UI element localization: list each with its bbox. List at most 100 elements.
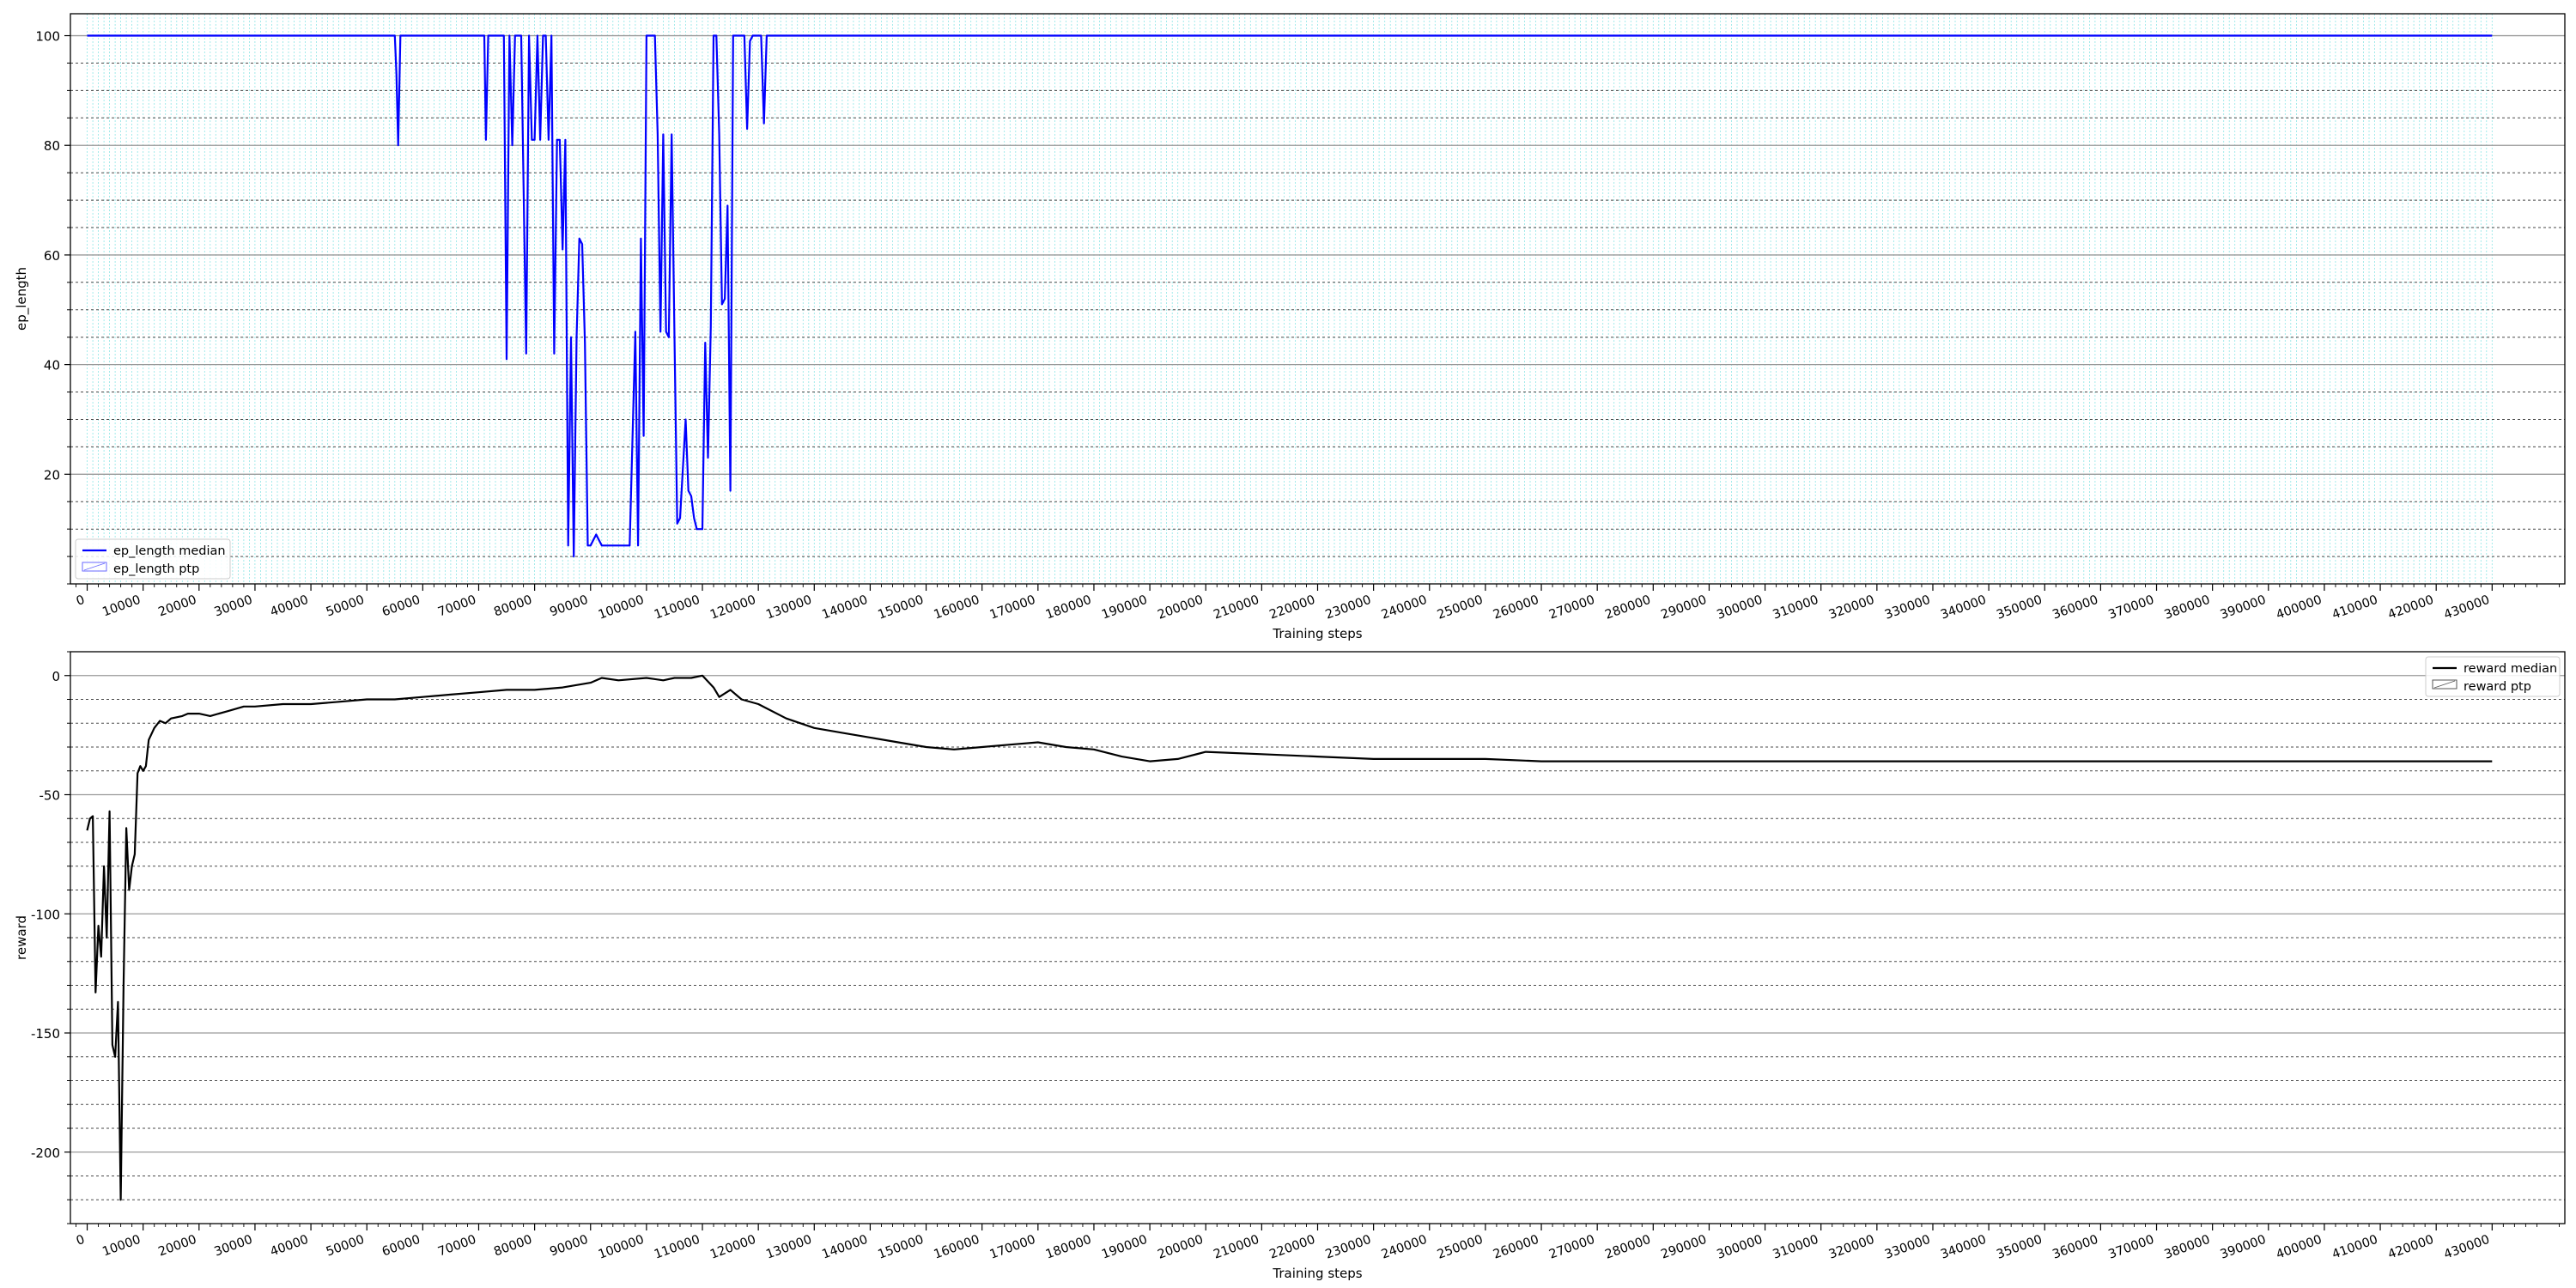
x-tick-label: 70000 <box>436 1233 478 1260</box>
x-tick-label: 60000 <box>380 1233 422 1260</box>
x-tick-label: 370000 <box>2106 593 2155 623</box>
x-tick-label: 40000 <box>269 593 311 620</box>
x-tick-label: 370000 <box>2106 1233 2155 1262</box>
episode-grid-lines <box>87 14 2493 584</box>
x-tick-label: 400000 <box>2275 593 2324 623</box>
x-tick-label: 50000 <box>325 593 367 620</box>
x-tick-label: 410000 <box>2330 593 2379 623</box>
legend-swatch-hatch <box>2433 680 2456 689</box>
x-tick-label: 260000 <box>1492 1233 1540 1262</box>
x-tick-label: 210000 <box>1212 593 1261 623</box>
axes-frame <box>70 651 2566 1224</box>
y-tick-label: 20 <box>44 467 60 483</box>
x-tick-label: 420000 <box>2386 1233 2435 1262</box>
x-tick-label: 0 <box>75 1233 87 1249</box>
x-tick-label: 60000 <box>380 593 422 620</box>
x-tick-label: 130000 <box>764 1233 813 1262</box>
x-tick-label: 20000 <box>156 593 198 620</box>
x-tick-label: 300000 <box>1715 593 1764 623</box>
y-tick-label: -50 <box>39 788 61 804</box>
x-tick-label: 320000 <box>1827 1233 1876 1262</box>
legend: ep_length median ep_length ptp <box>75 538 231 580</box>
x-tick-label: 290000 <box>1659 593 1708 623</box>
x-tick-label: 110000 <box>653 593 702 623</box>
x-tick-label: 0 <box>75 593 87 609</box>
x-tick-label: 30000 <box>212 593 254 620</box>
x-tick-label: 220000 <box>1267 1233 1316 1262</box>
x-tick-label: 20000 <box>156 1233 198 1260</box>
legend-swatch-band <box>82 562 107 572</box>
x-tick-label: 320000 <box>1827 593 1876 623</box>
axes-frame <box>70 13 2566 585</box>
x-tick-label: 100000 <box>597 1233 646 1262</box>
x-tick-label: 240000 <box>1380 593 1429 623</box>
legend-box <box>2425 656 2561 697</box>
x-tick-label: 390000 <box>2219 1233 2268 1262</box>
x-tick-label: 430000 <box>2442 1233 2491 1262</box>
x-tick-label: 160000 <box>933 1233 981 1262</box>
ep-length-subplot: 20 40 60 80 100 0 10000 20000 30000 40000 50000 600… <box>14 13 2566 641</box>
x-tick-label: 90000 <box>548 1233 590 1260</box>
x-tick-label: 80000 <box>492 1233 534 1260</box>
x-tick-label: 30000 <box>212 1233 254 1260</box>
x-tick-label: 180000 <box>1044 1233 1093 1262</box>
y-tick-label: -100 <box>31 907 60 922</box>
x-tick-label: 350000 <box>1995 1233 2044 1262</box>
legend-box <box>75 538 231 580</box>
x-tick-label: 230000 <box>1324 593 1373 623</box>
x-tick-label: 260000 <box>1492 593 1540 623</box>
x-tick-label: 330000 <box>1883 593 1932 623</box>
x-tick-label: 170000 <box>988 593 1037 623</box>
x-tick-label: 180000 <box>1044 593 1093 623</box>
x-tick-label: 420000 <box>2386 593 2435 623</box>
reward-subplot: 0 -50 -100 -150 -200 0 10000 20000 30000 40000 500… <box>14 651 2566 1281</box>
x-tick-label: 250000 <box>1436 593 1485 623</box>
x-tick-label: 210000 <box>1212 1233 1261 1262</box>
y-tick-label: 100 <box>35 29 60 45</box>
x-tick-label: 410000 <box>2330 1233 2379 1262</box>
y-tick-label: 80 <box>44 138 60 154</box>
x-tick-label: 390000 <box>2219 593 2268 623</box>
series-line-reward-median <box>86 674 2493 1201</box>
x-tick-label: 200000 <box>1156 593 1205 623</box>
x-tick-label: 70000 <box>436 593 478 620</box>
x-tick-label: 340000 <box>1939 593 1988 623</box>
legend: reward median reward ptp <box>2425 656 2561 697</box>
x-tick-label: 430000 <box>2442 593 2491 623</box>
x-tick-label: 150000 <box>876 1233 925 1262</box>
x-tick-label: 150000 <box>876 593 925 623</box>
x-tick-label: 10000 <box>100 1233 143 1260</box>
x-tick-label: 330000 <box>1883 1233 1932 1262</box>
y-tick-label: 60 <box>44 248 60 264</box>
x-tick-label: 270000 <box>1547 593 1596 623</box>
y-axis-label: reward <box>14 915 29 960</box>
x-tick-label: 90000 <box>548 593 590 620</box>
legend-label-ptp: reward ptp <box>2464 680 2531 694</box>
x-tick-label: 350000 <box>1995 593 2044 623</box>
x-tick-label: 160000 <box>933 593 981 623</box>
x-tick-label: 190000 <box>1100 1233 1149 1262</box>
legend-label-ptp: ep_length ptp <box>113 562 199 576</box>
x-tick-label: 120000 <box>708 593 757 623</box>
series-line-ep-length-median <box>87 34 2493 558</box>
x-tick-label: 360000 <box>2050 593 2099 623</box>
x-tick-label: 50000 <box>325 1233 367 1260</box>
x-tick-label: 140000 <box>820 593 869 623</box>
x-tick-label: 300000 <box>1715 1233 1764 1262</box>
x-tick-label: 10000 <box>100 593 143 620</box>
y-axis-label: ep_length <box>14 267 30 331</box>
legend-swatch-hatch <box>83 562 106 571</box>
y-tick-label: -150 <box>31 1026 60 1042</box>
x-tick-label: 130000 <box>764 593 813 623</box>
x-tick-label: 310000 <box>1771 1233 1820 1262</box>
x-tick-label: 380000 <box>2163 1233 2212 1262</box>
y-tick-label: 40 <box>44 358 60 374</box>
x-tick-label: 200000 <box>1156 1233 1205 1262</box>
x-tick-label: 120000 <box>708 1233 757 1262</box>
y-tick-label: -200 <box>31 1145 60 1161</box>
x-tick-label: 400000 <box>2275 1233 2324 1262</box>
x-tick-label: 240000 <box>1380 1233 1429 1262</box>
x-tick-label: 220000 <box>1267 593 1316 623</box>
x-tick-label: 80000 <box>492 593 534 620</box>
